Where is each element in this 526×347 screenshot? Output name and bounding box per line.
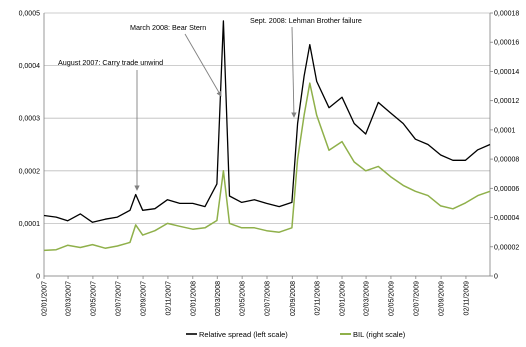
x-tick-label: 02/07/2009	[413, 281, 420, 316]
x-tick-label: 02/11/2007	[165, 281, 172, 316]
y-right-tick-label: 0,0001	[494, 127, 516, 134]
x-tick-label: 02/09/2007	[141, 281, 148, 316]
x-tick-label: 02/01/2007	[42, 281, 49, 316]
x-tick-label: 02/05/2009	[388, 281, 395, 316]
x-tick-label: 02/09/2008	[290, 281, 297, 316]
y-left-tick-label: 0,0002	[19, 168, 41, 175]
y-right-tick-label: 0,00014	[494, 69, 519, 76]
series-lines	[43, 20, 491, 252]
y-right-tick-label: 0,00016	[494, 40, 519, 47]
annotation-text: Sept. 2008: Lehman Brother failure	[250, 16, 362, 25]
y-left-tick-label: 0,0003	[19, 116, 41, 123]
y-right-tick-label: 0,00018	[494, 11, 519, 18]
series-line-bil	[43, 82, 491, 252]
y-right-tick-label: 0,00002	[494, 244, 519, 251]
legend: Relative spread (left scale) BIL (right s…	[186, 330, 406, 339]
legend-label-relative-spread: Relative spread (left scale)	[199, 330, 288, 339]
x-tick-label: 02/05/2008	[240, 281, 247, 316]
x-tick-label: 02/03/2008	[215, 281, 222, 316]
x-tick-label: 02/03/2009	[364, 281, 371, 316]
y-left-tick-label: 0,0004	[19, 63, 41, 70]
legend-label-bil: BIL (right scale)	[353, 330, 406, 339]
x-tick-label: 02/09/2009	[439, 281, 446, 316]
x-tick-label: 02/01/2008	[190, 281, 197, 316]
y-right-tick-label: 0,00012	[494, 98, 519, 105]
y-right-tick-label: 0,00008	[494, 157, 519, 164]
annotation-text: March 2008: Bear Stern	[130, 23, 206, 32]
x-tick-label: 02/07/2007	[115, 281, 122, 316]
x-tick-label: 02/01/2009	[340, 281, 347, 316]
y-left-tick-label: 0	[36, 274, 40, 281]
y-right-tick-label: 0	[494, 274, 498, 281]
y-left-tick-label: 0,0005	[19, 11, 41, 18]
x-tick-label: 02/05/2007	[90, 281, 97, 316]
x-tick-label: 02/03/2007	[66, 281, 73, 316]
annotations: August 2007: Carry trade unwind March 200…	[58, 16, 362, 191]
x-tick-label: 02/07/2008	[265, 281, 272, 316]
y-left-tick-label: 0,0001	[19, 221, 41, 228]
x-tick-label: 02/11/2009	[463, 281, 470, 316]
y-right-tick-label: 0,00006	[494, 186, 519, 193]
annotation-arrow	[291, 26, 297, 118]
annotation-text: August 2007: Carry trade unwind	[58, 58, 163, 67]
y-right-tick-label: 0,00004	[494, 215, 519, 222]
x-tick-label: 02/11/2008	[315, 281, 322, 316]
annotation-arrow	[184, 33, 222, 97]
series-line-relative-spread	[43, 20, 491, 223]
